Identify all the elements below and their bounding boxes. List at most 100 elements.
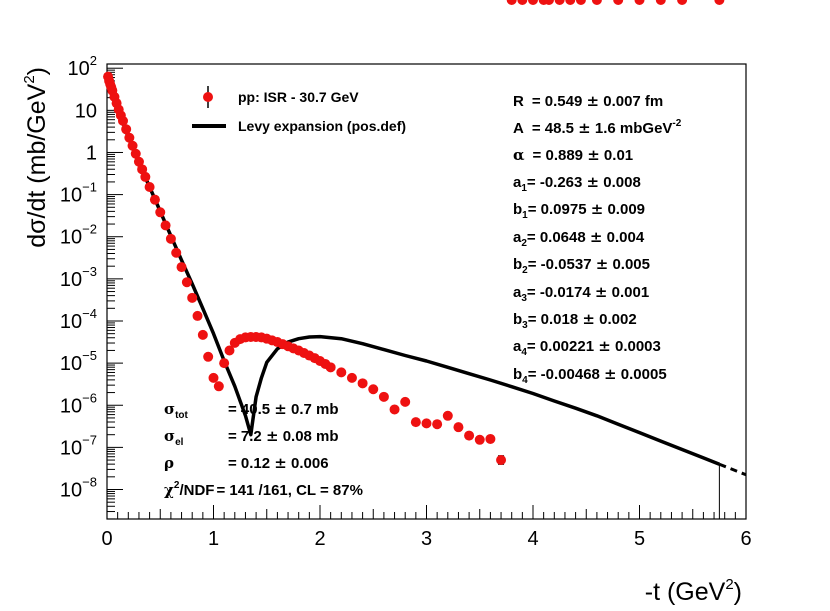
data-point xyxy=(410,417,421,428)
data-point xyxy=(203,351,214,362)
data-point xyxy=(357,378,368,389)
data-point xyxy=(389,404,400,415)
data-points-layer xyxy=(103,0,725,466)
fit-param-alpha: α = 0.889 ± 0.01 xyxy=(513,146,633,164)
data-point xyxy=(224,345,235,356)
data-point xyxy=(613,0,624,5)
data-point xyxy=(213,381,224,392)
y-tick-label: 10−3 xyxy=(60,264,97,291)
fit-param-b3: b3= 0.018 ± 0.002 xyxy=(513,310,637,331)
data-point xyxy=(124,132,135,143)
y-tick-label: 10−2 xyxy=(60,222,97,249)
data-point xyxy=(171,247,182,258)
data-point xyxy=(464,430,475,441)
x-tick-label: 2 xyxy=(314,528,325,550)
fit-param-b1: b1= 0.0975 ± 0.009 xyxy=(513,200,645,221)
data-point xyxy=(506,0,517,5)
data-point xyxy=(677,0,688,5)
data-point xyxy=(655,0,666,5)
y-tick-label: 10−5 xyxy=(60,348,97,375)
x-tick-label: 6 xyxy=(740,528,751,550)
y-tick-label: 10−4 xyxy=(60,306,97,333)
fit-param-b2: b2= -0.0537 ± 0.005 xyxy=(513,255,650,276)
data-point xyxy=(453,422,464,433)
data-point xyxy=(336,367,347,378)
data-point xyxy=(474,434,485,445)
data-point xyxy=(197,329,208,340)
fit-curve-line xyxy=(105,73,721,466)
fit-param-a1: a1= -0.263 ± 0.008 xyxy=(513,173,641,194)
data-point xyxy=(346,372,357,383)
x-tick-label: 4 xyxy=(527,528,538,550)
data-point xyxy=(543,0,554,5)
y-axis-title: dσ/dt (mb/GeV2) xyxy=(21,67,51,248)
data-point xyxy=(400,396,411,407)
fit-curve-extrapolation xyxy=(718,462,747,477)
data-point xyxy=(325,362,336,373)
data-point xyxy=(517,0,528,5)
x-axis: 0 1 2 3 4 5 6 xyxy=(101,505,752,550)
data-point xyxy=(155,207,166,218)
y-tick-label: 102 xyxy=(68,53,97,80)
data-point xyxy=(192,310,203,321)
data-point xyxy=(137,164,148,175)
data-point xyxy=(496,455,507,466)
data-point xyxy=(165,233,176,244)
fit-curve-layer xyxy=(105,73,747,519)
fit-param-R: R = 0.549 ± 0.007 fm xyxy=(513,92,663,110)
fit-param-a4: a4= 0.00221 ± 0.0003 xyxy=(513,337,661,358)
x-tick-label: 5 xyxy=(634,528,645,550)
data-point xyxy=(160,220,171,231)
data-point xyxy=(714,0,725,5)
fit-param-a3: a3= -0.0174 ± 0.001 xyxy=(513,283,649,304)
data-point xyxy=(181,277,192,288)
x-axis-title: -t (GeV2) xyxy=(645,576,742,606)
observable-sigma-tot: σtot = 40.5 ± 0.7 mb xyxy=(164,400,339,421)
data-point xyxy=(117,115,128,126)
observable-rho: ρ = 0.12 ± 0.006 xyxy=(164,454,329,472)
observable-sigma-el: σel = 7.2 ± 0.08 mb xyxy=(164,427,339,448)
data-point xyxy=(130,148,141,159)
data-point xyxy=(485,433,496,444)
data-point xyxy=(208,372,219,383)
observables: σtot = 40.5 ± 0.7 mb σel = 7.2 ± 0.08 mb ρ… xyxy=(164,400,363,499)
data-point xyxy=(133,156,144,167)
legend: pp: ISR - 30.7 GeV Levy expansion (pos.d… xyxy=(192,86,406,134)
legend-marker-icon xyxy=(203,92,213,102)
legend-label-data: pp: ISR - 30.7 GeV xyxy=(238,89,359,105)
data-point xyxy=(554,0,565,5)
fit-param-A: A = 48.5 ± 1.6 mbGeV-2 xyxy=(513,118,682,137)
fit-param-a2: a2= 0.0648 ± 0.004 xyxy=(513,228,645,249)
y-tick-label: 1 xyxy=(86,142,97,164)
data-point xyxy=(565,0,576,5)
data-point xyxy=(442,410,453,421)
y-tick-label: 10−1 xyxy=(60,180,97,207)
observable-chi2: χ2/NDF = 141 /161, CL = 87% xyxy=(164,480,363,499)
data-point xyxy=(634,0,645,5)
y-tick-label: 10−6 xyxy=(60,390,97,417)
x-tick-label: 0 xyxy=(101,528,112,550)
data-point xyxy=(176,262,187,273)
data-point xyxy=(140,171,151,182)
data-point xyxy=(432,419,443,430)
y-tick-label: 10−7 xyxy=(60,432,97,459)
fit-param-b4: b4= -0.00468 ± 0.0005 xyxy=(513,365,667,386)
data-point xyxy=(149,194,160,205)
data-point xyxy=(187,292,198,303)
data-point xyxy=(591,0,602,5)
data-point xyxy=(144,182,155,193)
data-point xyxy=(378,391,389,402)
x-tick-label: 3 xyxy=(421,528,432,550)
y-tick-label: 10 xyxy=(75,100,97,122)
x-tick-label: 1 xyxy=(208,528,219,550)
data-point xyxy=(127,140,138,151)
legend-label-fit: Levy expansion (pos.def) xyxy=(238,118,406,134)
data-point xyxy=(368,384,379,395)
fit-parameters: R = 0.549 ± 0.007 fm A = 48.5 ± 1.6 mbGeV-… xyxy=(513,92,682,386)
data-point xyxy=(421,418,432,429)
data-point xyxy=(575,0,586,5)
y-axis: 102 10 1 10−1 10−2 10−3 10−4 10−5 10−6 10−7 10−8 xyxy=(60,53,123,520)
y-tick-label: 10−8 xyxy=(60,475,97,502)
data-point xyxy=(121,124,132,135)
